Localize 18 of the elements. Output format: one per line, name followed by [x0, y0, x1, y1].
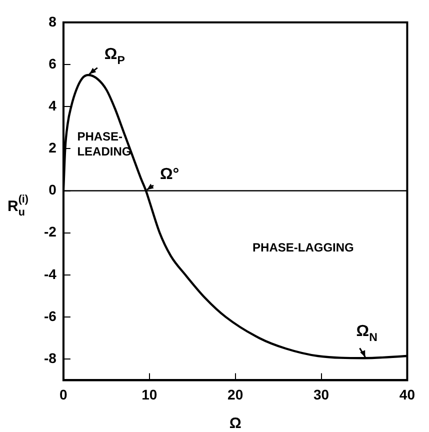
annotation: PHASE- LEADING — [77, 129, 132, 158]
x-tick-label: 40 — [399, 386, 416, 402]
annotation: PHASE-LAGGING — [252, 240, 354, 254]
y-tick-label: 8 — [48, 13, 57, 30]
y-tick-label: 4 — [48, 97, 57, 114]
y-tick-label: 2 — [48, 140, 57, 156]
x-axis-title: Ω — [229, 415, 242, 432]
x-tick-label: 0 — [60, 386, 68, 402]
y-tick-label: 0 — [48, 182, 57, 198]
y-tick-label: -6 — [44, 308, 57, 324]
y-tick-label: -8 — [44, 350, 57, 366]
y-tick-label: 6 — [48, 55, 57, 72]
x-tick-label: 10 — [142, 386, 158, 402]
x-tick-label: 20 — [228, 386, 244, 402]
annotation: Ω° — [160, 166, 180, 183]
y-tick-label: -2 — [44, 224, 57, 240]
x-tick-label: 30 — [313, 386, 330, 402]
y-tick-label: -4 — [44, 266, 57, 282]
